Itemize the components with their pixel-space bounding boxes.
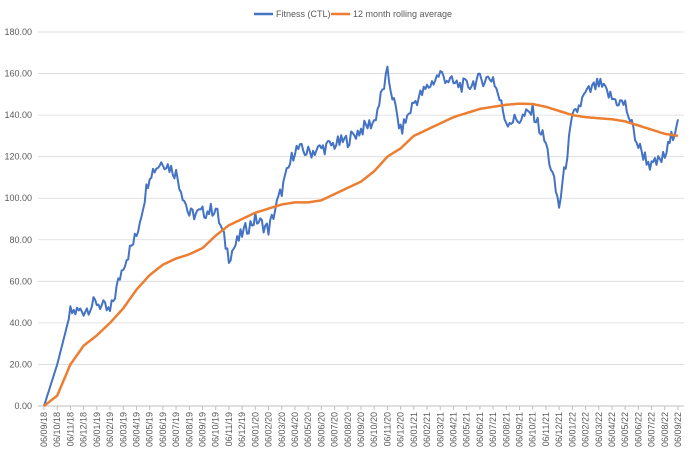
x-tick-label: 06/09/20 [356, 412, 366, 447]
x-tick-label: 06/04/20 [290, 412, 300, 447]
x-tick-label: 06/08/19 [184, 412, 194, 447]
x-tick-label: 06/03/22 [594, 412, 604, 447]
x-tick-label: 06/02/19 [105, 412, 115, 447]
x-tick-label: 06/05/19 [145, 412, 155, 447]
x-tick-label: 06/10/20 [369, 412, 379, 447]
y-tick-label: 100.00 [4, 193, 32, 203]
x-tick-label: 06/04/22 [607, 412, 617, 447]
legend: Fitness (CTL) 12 month rolling average [254, 9, 452, 19]
x-tick-label: 06/06/19 [158, 412, 168, 447]
x-tick-label: 06/03/21 [435, 412, 445, 447]
x-tick-label: 06/09/22 [673, 412, 683, 447]
x-tick-label: 06/03/20 [277, 412, 287, 447]
x-tick-label: 06/01/22 [567, 412, 577, 447]
x-tick-label: 06/06/22 [633, 412, 643, 447]
x-tick-label: 06/07/19 [171, 412, 181, 447]
y-tick-label: 180.00 [4, 27, 32, 37]
x-tick-label: 06/05/22 [620, 412, 630, 447]
x-tick-label: 06/12/19 [237, 412, 247, 447]
legend-item-rolling-average: 12 month rolling average [331, 9, 452, 19]
x-tick-label: 06/09/19 [198, 412, 208, 447]
y-tick-label: 160.00 [4, 69, 32, 79]
y-tick-label: 0.00 [14, 401, 32, 411]
y-tick-label: 60.00 [9, 276, 32, 286]
series-lines [43, 65, 679, 407]
x-tick-label: 06/05/21 [462, 412, 472, 447]
x-tick-label: 06/07/20 [330, 412, 340, 447]
x-tick-label: 06/11/21 [541, 412, 551, 446]
x-axis: 06/09/18 06/10/18 06/11/18 06/12/18 06/01/19… [38, 405, 684, 447]
x-tick-label: 06/01/21 [409, 412, 419, 447]
x-tick-label: 06/01/20 [250, 412, 260, 447]
x-tick-label: 06/11/20 [382, 412, 392, 446]
x-tick-label: 06/09/18 [39, 412, 49, 447]
x-tick-label: 06/10/21 [528, 412, 538, 447]
x-tick-label: 06/10/19 [211, 412, 221, 447]
y-tick-label: 20.00 [9, 359, 32, 369]
x-tick-label: 06/03/19 [118, 412, 128, 447]
legend-label-fitness: Fitness (CTL) [276, 9, 331, 19]
x-tick-label: 06/11/18 [65, 412, 75, 446]
y-tick-label: 120.00 [4, 152, 32, 162]
x-tick-label: 06/02/20 [264, 412, 274, 447]
x-tick-label: 06/04/21 [448, 412, 458, 447]
x-tick-label: 06/02/21 [422, 412, 432, 447]
x-tick-label: 06/12/18 [79, 412, 89, 447]
x-tick-label: 06/08/21 [501, 412, 511, 447]
x-tick-label: 06/05/20 [303, 412, 313, 447]
x-tick-label: 06/11/19 [224, 412, 234, 446]
x-tick-label: 06/04/19 [131, 412, 141, 447]
x-tick-label: 06/06/21 [475, 412, 485, 447]
y-axis-labels: 0.00 20.00 40.00 60.00 80.00 100.00 120.00 140.… [4, 27, 32, 411]
y-tick-label: 80.00 [9, 235, 32, 245]
x-tick-label: 06/07/21 [488, 412, 498, 447]
x-tick-label: 06/06/20 [316, 412, 326, 447]
y-tick-label: 40.00 [9, 318, 32, 328]
x-tick-label: 06/02/22 [581, 412, 591, 447]
x-tick-label: 06/12/20 [396, 412, 406, 447]
series-line-rolling-average [43, 102, 679, 407]
legend-label-rolling-average: 12 month rolling average [353, 9, 452, 19]
x-tick-label: 06/01/19 [92, 412, 102, 447]
x-tick-label: 06/09/21 [515, 412, 525, 447]
x-tick-label: 06/10/18 [52, 412, 62, 447]
legend-item-fitness: Fitness (CTL) [254, 9, 331, 19]
x-tick-label: 06/08/20 [343, 412, 353, 447]
x-tick-label: 06/12/21 [554, 412, 564, 447]
x-tick-label: 06/08/22 [660, 412, 670, 447]
x-tick-label: 06/07/22 [647, 412, 657, 447]
y-tick-label: 140.00 [4, 110, 32, 120]
